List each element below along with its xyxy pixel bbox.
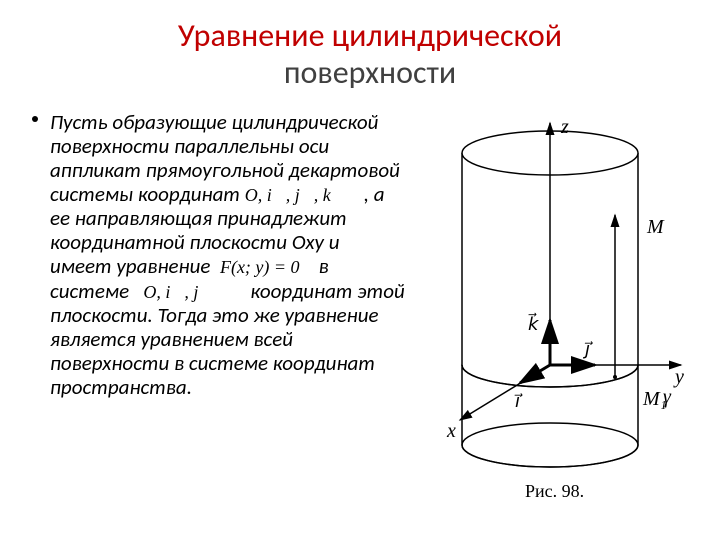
label-gamma: γ: [663, 386, 672, 408]
label-M: M: [646, 216, 665, 238]
body-t1: Пусть образующие цилиндрической поверхно…: [50, 109, 400, 207]
slide-title: Уравнение цилиндрической поверхности: [50, 18, 690, 92]
label-y: y: [673, 366, 684, 388]
cylinder-diagram: z y x M M₁ γ k⃗ j⃗ i⃗ Рис. 98.: [415, 115, 690, 505]
content-row: Пусть образующие цилиндрической поверхно…: [50, 110, 690, 505]
label-x: x: [446, 420, 456, 442]
title-line-2: поверхности: [284, 53, 456, 92]
diagram-column: z y x M M₁ γ k⃗ j⃗ i⃗ Рис. 98.: [405, 110, 690, 505]
bullet-icon: [32, 116, 38, 122]
label-z: z: [560, 116, 569, 138]
formula-basis-3d: O, i⃗, j⃗, k⃗: [245, 185, 345, 205]
diagram-caption: Рис. 98.: [525, 481, 584, 501]
text-column: Пусть образующие цилиндрической поверхно…: [50, 110, 405, 400]
body-paragraph: Пусть образующие цилиндрической поверхно…: [50, 110, 405, 400]
formula-curve: F(x; y) = 0: [220, 257, 300, 277]
title-line-1: Уравнение цилиндрической: [178, 16, 562, 55]
label-k: k⃗: [528, 312, 540, 333]
formula-basis-2d: O, i⃗, j⃗: [143, 282, 212, 302]
